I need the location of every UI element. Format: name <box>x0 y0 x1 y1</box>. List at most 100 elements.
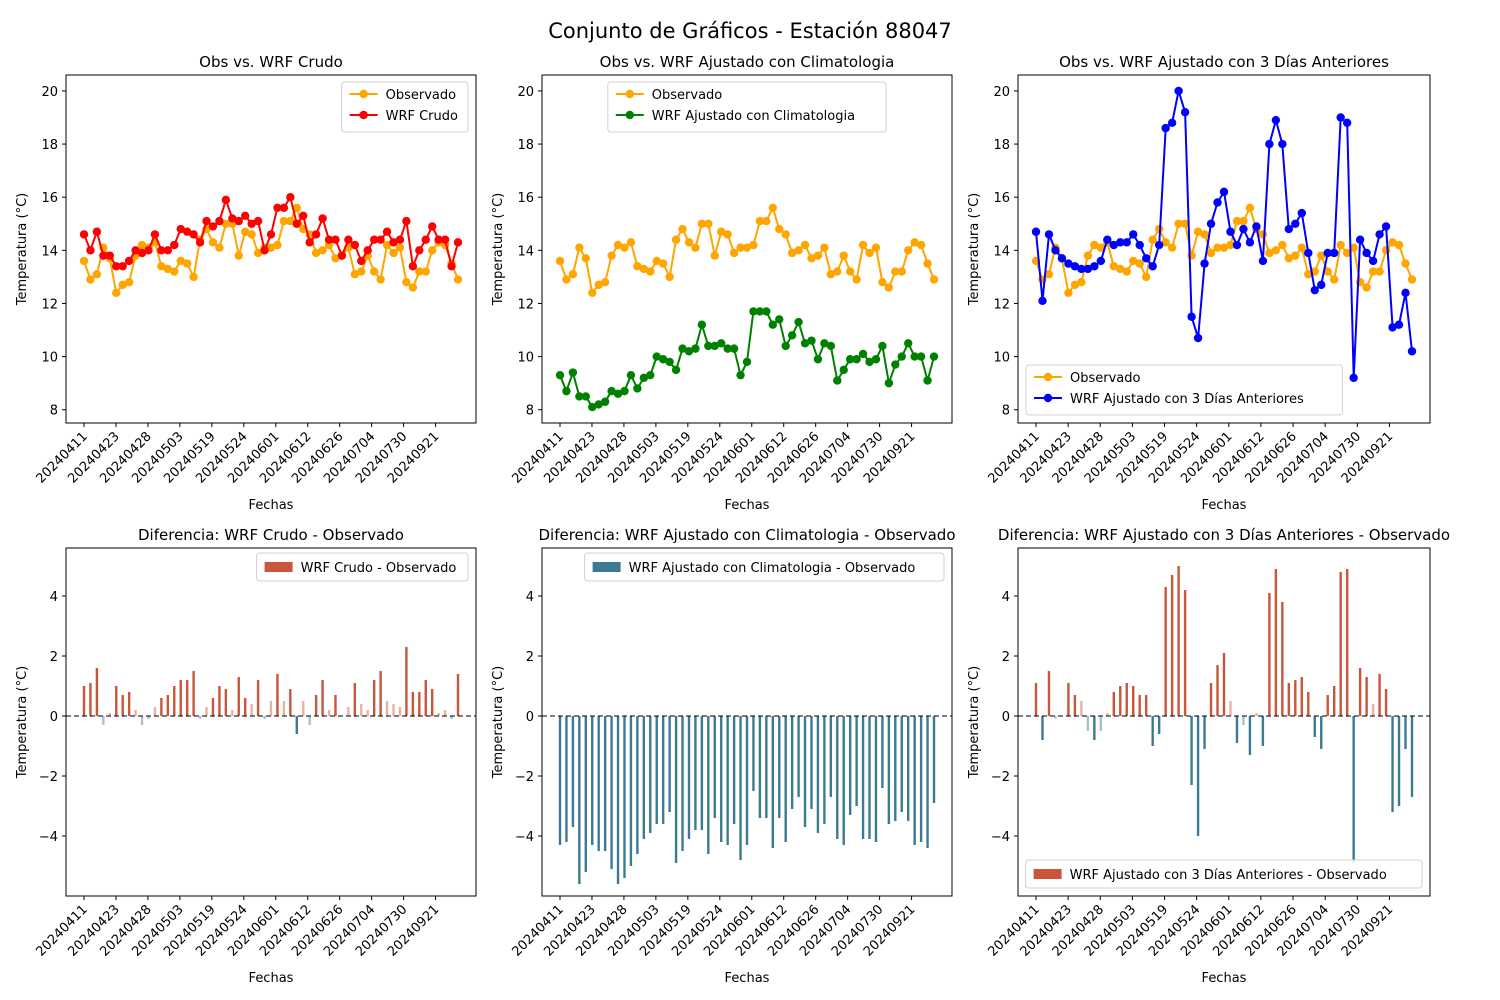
y-tick-label: 8 <box>50 404 58 419</box>
y-axis-label: Temperatura (°C) <box>967 666 982 779</box>
y-tick-label: −4 <box>991 830 1010 845</box>
data-point <box>79 256 89 266</box>
data-point <box>646 370 655 380</box>
bar <box>89 683 92 716</box>
subplot-4: Diferencia: WRF Crudo - Observado −4 −2 0 2 4… <box>15 526 477 986</box>
data-point <box>1213 198 1222 207</box>
bar <box>752 716 755 791</box>
data-point <box>723 344 732 353</box>
y-tick-label: −4 <box>515 830 534 845</box>
data-point <box>382 227 392 236</box>
data-point <box>845 355 855 364</box>
bar <box>456 674 460 716</box>
y-tick-label: 10 <box>517 351 534 366</box>
subplot-2: Obs vs. WRF Ajustado con Climatologia 8 10… <box>491 53 953 513</box>
bar <box>1384 689 1388 716</box>
data-point <box>658 355 668 364</box>
data-point <box>588 402 597 412</box>
data-point <box>1070 280 1080 290</box>
data-point <box>1154 240 1164 250</box>
bar <box>295 716 298 734</box>
bar <box>842 716 845 845</box>
data-point <box>833 376 842 385</box>
data-point <box>1200 230 1209 239</box>
data-point <box>157 262 166 271</box>
data-point <box>858 240 868 250</box>
bar <box>571 716 575 827</box>
bar <box>282 701 286 716</box>
data-point <box>234 216 243 226</box>
data-point <box>1142 254 1151 263</box>
bar <box>366 710 369 716</box>
bar <box>797 716 800 797</box>
bar <box>1190 716 1193 785</box>
data-point <box>1090 240 1099 250</box>
figure-suptitle: Conjunto de Gráficos - Estación 88047 <box>548 19 952 43</box>
data-point <box>736 243 745 252</box>
bar <box>1106 713 1109 716</box>
data-point <box>562 275 571 284</box>
data-point <box>897 267 906 276</box>
data-point <box>1077 264 1086 274</box>
data-point <box>363 246 372 255</box>
data-point <box>1174 219 1183 228</box>
data-point <box>852 355 861 364</box>
y-tick-label: 12 <box>993 297 1010 312</box>
data-point <box>755 307 765 316</box>
data-point <box>215 243 224 252</box>
y-tick-label: 18 <box>41 138 58 153</box>
bar <box>655 716 658 824</box>
data-point <box>1362 248 1371 258</box>
plot-frame <box>1017 74 1431 424</box>
bar <box>1268 593 1271 716</box>
data-point <box>594 400 603 409</box>
bar <box>694 716 697 830</box>
bar <box>629 716 633 866</box>
data-point <box>124 278 134 287</box>
data-point <box>292 203 301 213</box>
bar <box>913 716 916 845</box>
bar <box>816 716 820 833</box>
data-point <box>1355 235 1365 244</box>
y-tick-label: 10 <box>41 351 58 366</box>
data-point <box>137 248 147 258</box>
data-point <box>273 203 282 213</box>
data-point <box>820 339 829 348</box>
data-point <box>124 256 134 266</box>
data-point <box>775 315 784 324</box>
y-axis-label: Temperatura (°C) <box>491 193 506 306</box>
bar <box>1320 716 1323 749</box>
bar <box>681 716 684 851</box>
data-point <box>794 317 803 327</box>
data-point <box>163 246 173 255</box>
data-point <box>729 248 739 258</box>
bar <box>276 674 279 716</box>
bar <box>1410 716 1414 797</box>
bar <box>1313 716 1316 737</box>
data-point <box>1193 333 1203 343</box>
data-point <box>1174 86 1183 96</box>
data-point <box>1271 246 1281 255</box>
data-point <box>1193 227 1203 236</box>
data-point <box>215 216 224 226</box>
bar <box>443 710 447 716</box>
bar <box>1080 701 1083 716</box>
data-point <box>1258 256 1268 266</box>
subplot-6: Diferencia: WRF Ajustado con 3 Días Ante… <box>967 526 1450 986</box>
data-point <box>1258 230 1268 239</box>
data-point <box>1362 283 1371 292</box>
data-point <box>1109 240 1118 250</box>
data-point <box>1349 373 1358 383</box>
data-point <box>1180 107 1190 117</box>
data-point <box>697 320 707 329</box>
y-tick-label: −2 <box>39 770 58 785</box>
y-axis-label: Temperatura (°C) <box>15 193 30 306</box>
data-point <box>318 214 327 223</box>
data-point <box>163 264 173 274</box>
y-tick-label: 14 <box>993 244 1010 259</box>
data-point <box>382 240 392 250</box>
legend-label: Observado <box>386 88 457 103</box>
subplot-title: Diferencia: WRF Ajustado con 3 Días Ante… <box>998 526 1450 544</box>
bar <box>385 701 389 716</box>
data-point <box>369 267 379 276</box>
